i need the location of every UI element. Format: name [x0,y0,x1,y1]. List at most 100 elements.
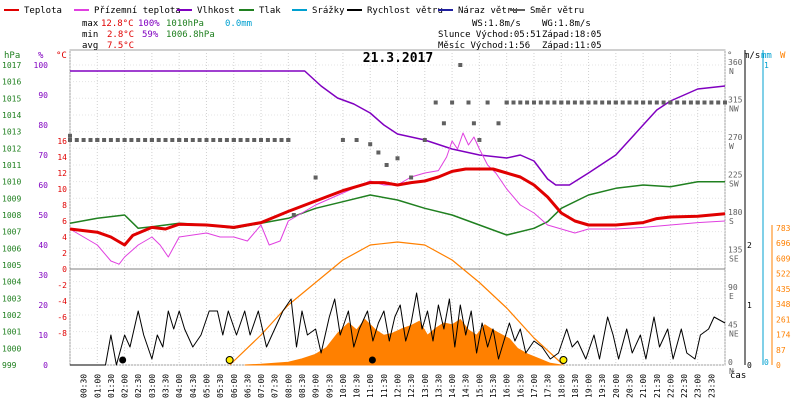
tick-label-dir: S [729,217,734,226]
tick-label-ms: 0 [747,361,752,370]
tick-label-dir: NW [729,105,739,114]
wind-dir-point [532,100,536,105]
legend: Teplota Přízemní teplota Vlhkost Tlak Srážky… [4,6,584,16]
wind-dir-point [525,100,530,105]
tick-label-time: 12:00 [394,374,403,398]
series-humidity [70,70,726,186]
stats-avg-temp: 7.5°C [107,41,134,51]
tick-label-temp: 10 [57,185,67,194]
wind-dir-point [368,142,373,147]
tick-label-w: 174 [776,331,791,340]
legend-label: Srážky [312,6,345,16]
info-moon: Měsíc Východ:1:56 [438,41,530,51]
tick-label-dir: SW [729,180,739,189]
tick-label-hpa: 1005 [2,261,21,270]
tick-label-time: 15:00 [475,374,484,398]
tick-label-temp: 16 [57,137,67,146]
tick-label-time: 19:30 [598,374,607,398]
stats-min-temp: 2.8°C [107,30,134,40]
tick-label-temp: 8 [62,201,67,210]
wind-dir-point [122,138,127,142]
wind-dir-point [586,100,591,105]
tick-label-deg: 135 [728,246,743,255]
info-moon-set: Západ:11:05 [542,41,602,51]
stats-max-label: max [82,19,99,29]
series-temperature [69,167,726,247]
tick-label-time: 01:00 [93,374,102,398]
tick-label-w: 0 [776,361,781,370]
tick-label-time: 00:30 [80,374,89,398]
tick-label-temp: 6 [62,217,67,226]
tick-label-time: 18:30 [571,374,580,398]
wind-dir-point [291,213,296,217]
tick-label-time: 05:30 [216,374,225,398]
stats-min-hum: 59% [142,30,159,40]
wind-dir-point [163,138,168,142]
wind-dir-point [471,121,476,126]
tick-label-pct: 80 [38,121,48,130]
wind-dir-point [149,138,154,142]
tick-label-hpa: 1002 [2,311,21,320]
tick-label-temp: 12 [57,169,67,178]
tick-label-time: 20:00 [612,374,621,398]
wind-dir-point [224,138,229,142]
tick-label-hpa: 1011 [2,161,21,170]
tick-label-dir: E [729,292,734,301]
wind-dir-point [409,175,414,180]
wind-dir-point [422,138,427,142]
series-pressure [69,180,725,236]
wind-dir-point [204,138,209,142]
wind-dir-point [197,138,202,142]
wind-dir-point [607,100,611,105]
legend-label: Tlak [259,6,281,16]
tick-label-hpa: 1008 [2,211,21,220]
legend-label: Přízemní teplota [94,6,181,16]
tick-label-time: 07:00 [257,374,266,398]
wind-dir-point [504,100,509,105]
wind-dir-point [376,150,381,155]
tick-label-deg: 270 [728,133,743,142]
unit-hpa: hPa [4,51,20,61]
wind-dir-point [661,100,666,105]
wind-dir-point [641,100,646,105]
wind-dir-point [286,138,291,142]
wind-dir-point [572,100,577,105]
tick-label-time: 23:30 [707,374,716,398]
unit-w: W [780,51,786,61]
wind-dir-point [170,138,175,142]
tick-label-pct: 50 [38,211,48,220]
wind-dir-point [511,100,516,105]
tick-label-time: 11:30 [380,374,389,398]
wind-dir-point [538,100,543,105]
tick-label-temp: 4 [62,233,67,242]
wind-dir-point [177,138,182,142]
moonrise-marker [119,356,127,364]
stats-max-press: 1010hPa [166,19,204,29]
stats-panel: max 12.8°C 100% 1010hPa 0.0mm min 2.8°C … [82,19,252,51]
tick-label-pct: 0 [43,361,48,370]
wind-dir-point [259,138,263,142]
tick-label-time: 10:00 [339,374,348,398]
tick-label-time: 17:30 [544,374,553,398]
tick-label-dir: W [729,142,734,151]
wind-dir-point [668,100,673,105]
tick-label-dir: SE [729,255,739,264]
tick-label-deg: 90 [728,283,738,292]
tick-label-hpa: 1003 [2,294,21,303]
stats-max-rain: 0.0mm [225,19,252,29]
tick-label-w: 783 [776,224,791,233]
tick-label-deg: 225 [728,171,743,180]
wind-dir-point [496,121,501,126]
wind-dir-point [184,138,188,142]
sunrise-marker [225,356,234,364]
tick-label-temp: 14 [57,153,67,162]
wind-dir-point [458,63,463,67]
tick-label-time: 09:30 [325,374,334,398]
wind-dir-point [579,100,584,105]
wind-dir-point [709,100,714,105]
tick-label-mm: 1 [764,61,769,70]
tick-label-time: 13:30 [434,374,443,398]
wind-dir-point [613,100,618,105]
tick-label-time: 04:30 [189,374,198,398]
